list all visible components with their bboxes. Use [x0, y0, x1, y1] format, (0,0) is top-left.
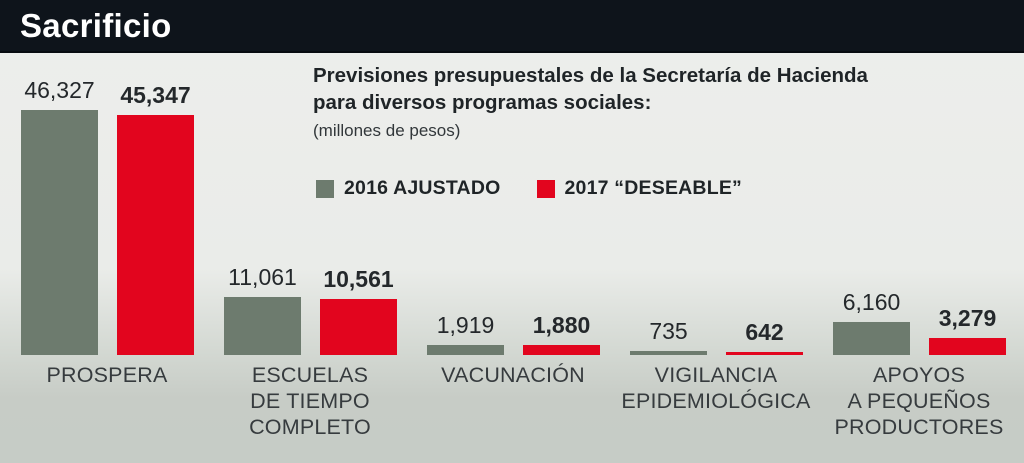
chart-subtitle-line2: para diversos programas sociales:	[313, 91, 652, 114]
chart-legend: 2016 AJUSTADO 2017 “DESEABLE”	[316, 177, 742, 200]
legend-label-2017: 2017 “DESEABLE”	[564, 177, 742, 199]
bar-group-vigilancia: 735 642	[630, 0, 803, 355]
value-label-2017: 45,347	[120, 82, 191, 108]
category-label-escuelas: ESCUELAS DE TIEMPO COMPLETO	[249, 363, 371, 439]
value-label-2016: 11,061	[228, 264, 297, 290]
category-label-apoyos: APOYOS A PEQUEÑOS PRODUCTORES	[834, 363, 1004, 439]
value-label-2016: 6,160	[842, 289, 901, 315]
legend-item-2016: 2016 AJUSTADO	[316, 177, 501, 200]
bar-2016	[224, 297, 301, 355]
value-label-2016: 46,327	[24, 77, 95, 103]
bar-2017	[117, 115, 194, 355]
bar-2017	[929, 338, 1006, 355]
chart-title-block: Previsiones presupuestales de la Secreta…	[313, 62, 973, 141]
bar-group-apoyos: 6,160 3,279	[833, 0, 1006, 355]
header: Sacrificio	[0, 0, 1024, 53]
bar-2016	[427, 345, 504, 355]
bar-2016	[630, 351, 707, 355]
category-label-vigilancia: VIGILANCIA EPIDEMIOLÓGICA	[621, 363, 811, 413]
bar-2016	[21, 110, 98, 355]
legend-swatch-2016-icon	[316, 179, 334, 198]
value-label-2016: 1,919	[436, 312, 495, 338]
legend-item-2017: 2017 “DESEABLE”	[536, 177, 742, 200]
bar-2016	[833, 322, 910, 355]
bar-group-vacunacion: 1,919 1,880	[427, 0, 600, 355]
value-label-2017: 642	[745, 319, 784, 345]
bar-2017	[320, 299, 397, 355]
chart-subtitle-line1: Previsiones presupuestales de la Secreta…	[313, 64, 868, 87]
legend-swatch-2017-icon	[536, 179, 555, 198]
value-label-2016: 735	[649, 318, 688, 344]
bar-2017	[523, 345, 600, 355]
value-label-2017: 1,880	[532, 312, 591, 338]
bar-2017	[726, 352, 803, 355]
category-label-prospera: PROSPERA	[46, 363, 168, 387]
chart-unit-label: (millones de pesos)	[313, 121, 461, 140]
category-label-vacunacion: VACUNACIÓN	[441, 363, 585, 387]
value-label-2017: 3,279	[938, 305, 997, 331]
bar-group-escuelas: 11,061 10,561	[224, 0, 397, 355]
bar-group-prospera: 46,327 45,347	[21, 0, 194, 355]
value-label-2017: 10,561	[323, 266, 394, 292]
legend-label-2016: 2016 AJUSTADO	[344, 177, 501, 199]
page-title: Sacrificio	[20, 6, 172, 44]
